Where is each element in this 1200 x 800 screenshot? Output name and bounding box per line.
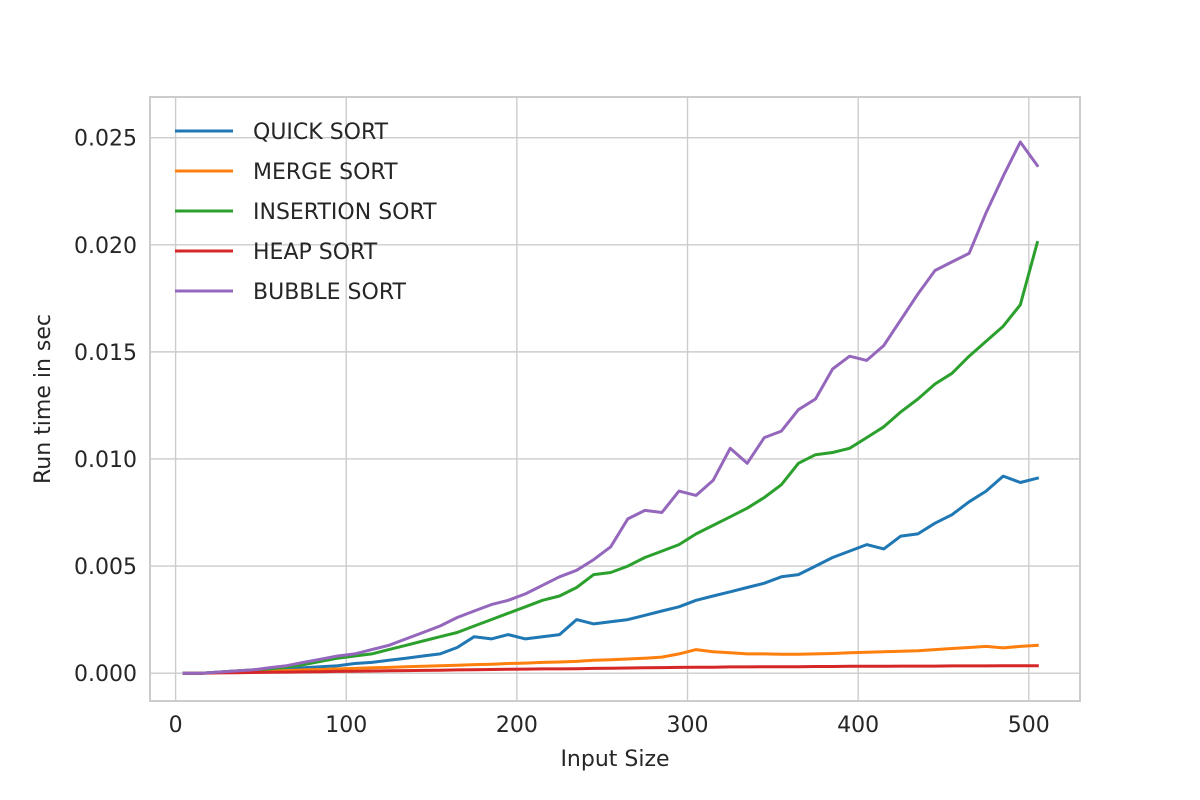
grid (150, 97, 1080, 701)
legend-label-merge-sort: MERGE SORT (253, 160, 398, 185)
legend-label-quick-sort: QUICK SORT (253, 120, 389, 145)
plot-frame (149, 96, 1081, 702)
series-line-insertion-sort (182, 240, 1040, 675)
series-lines (182, 140, 1040, 675)
x-tick-label: 200 (496, 713, 538, 738)
y-tick-label: 0.020 (74, 234, 137, 259)
y-tick-label: 0.005 (74, 555, 137, 580)
y-tick-labels: 0.000 0.005 0.010 0.015 0.020 0.025 (74, 127, 137, 687)
x-tick-labels: 0 100 200 300 400 500 (169, 713, 1050, 738)
y-tick-label: 0.010 (74, 448, 137, 473)
y-tick-label: 0.000 (74, 662, 137, 687)
x-tick-label: 0 (169, 713, 183, 738)
y-tick-label: 0.015 (74, 341, 137, 366)
x-tick-label: 300 (667, 713, 709, 738)
x-tick-label: 400 (837, 713, 879, 738)
x-tick-label: 100 (325, 713, 367, 738)
series-line-quick-sort (182, 474, 1040, 675)
x-tick-label: 500 (1008, 713, 1050, 738)
x-axis-title: Input Size (560, 747, 669, 772)
legend: QUICK SORT MERGE SORT INSERTION SORT HEAP S… (175, 120, 437, 305)
series-line-merge-sort (182, 643, 1039, 675)
y-axis-title: Run time in sec (31, 314, 56, 484)
series-line-bubble-sort (182, 140, 1040, 675)
y-tick-label: 0.025 (74, 127, 137, 152)
legend-label-heap-sort: HEAP SORT (253, 240, 378, 265)
series-line-heap-sort (182, 664, 1039, 675)
legend-label-bubble-sort: BUBBLE SORT (253, 280, 406, 305)
legend-label-insertion-sort: INSERTION SORT (253, 200, 437, 225)
